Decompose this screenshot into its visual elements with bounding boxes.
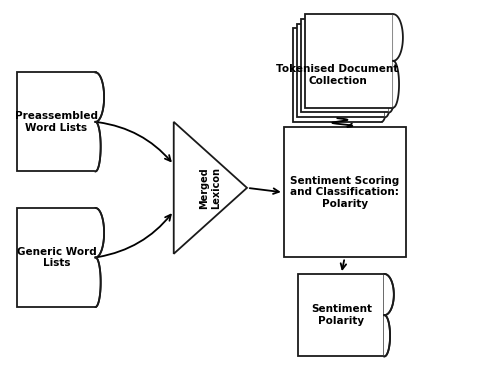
Text: Merged
Lexicon: Merged Lexicon (200, 167, 221, 209)
Polygon shape (381, 28, 391, 75)
Polygon shape (384, 274, 394, 315)
FancyBboxPatch shape (305, 14, 393, 108)
FancyBboxPatch shape (293, 28, 381, 122)
Polygon shape (174, 122, 247, 254)
Polygon shape (389, 19, 399, 65)
Text: Sentiment Scoring
and Classification:
Polarity: Sentiment Scoring and Classification: Po… (290, 176, 399, 209)
Polygon shape (95, 208, 104, 257)
Text: Preassembled
Word Lists: Preassembled Word Lists (15, 111, 98, 133)
Polygon shape (393, 61, 399, 108)
Polygon shape (95, 73, 104, 122)
FancyBboxPatch shape (284, 127, 406, 257)
Polygon shape (385, 24, 395, 70)
Polygon shape (384, 315, 390, 356)
FancyBboxPatch shape (17, 208, 95, 307)
FancyBboxPatch shape (17, 73, 95, 171)
FancyBboxPatch shape (298, 274, 384, 356)
Text: Sentiment
Polarity: Sentiment Polarity (311, 304, 372, 326)
Polygon shape (381, 75, 387, 122)
Polygon shape (95, 257, 101, 307)
FancyBboxPatch shape (297, 24, 385, 117)
Polygon shape (95, 122, 101, 171)
Text: Generic Word
Lists: Generic Word Lists (17, 247, 96, 268)
Polygon shape (393, 14, 403, 61)
FancyBboxPatch shape (301, 19, 389, 112)
Text: Tokenised Document
Collection: Tokenised Document Collection (276, 64, 399, 86)
Polygon shape (385, 70, 391, 117)
Polygon shape (389, 65, 395, 112)
